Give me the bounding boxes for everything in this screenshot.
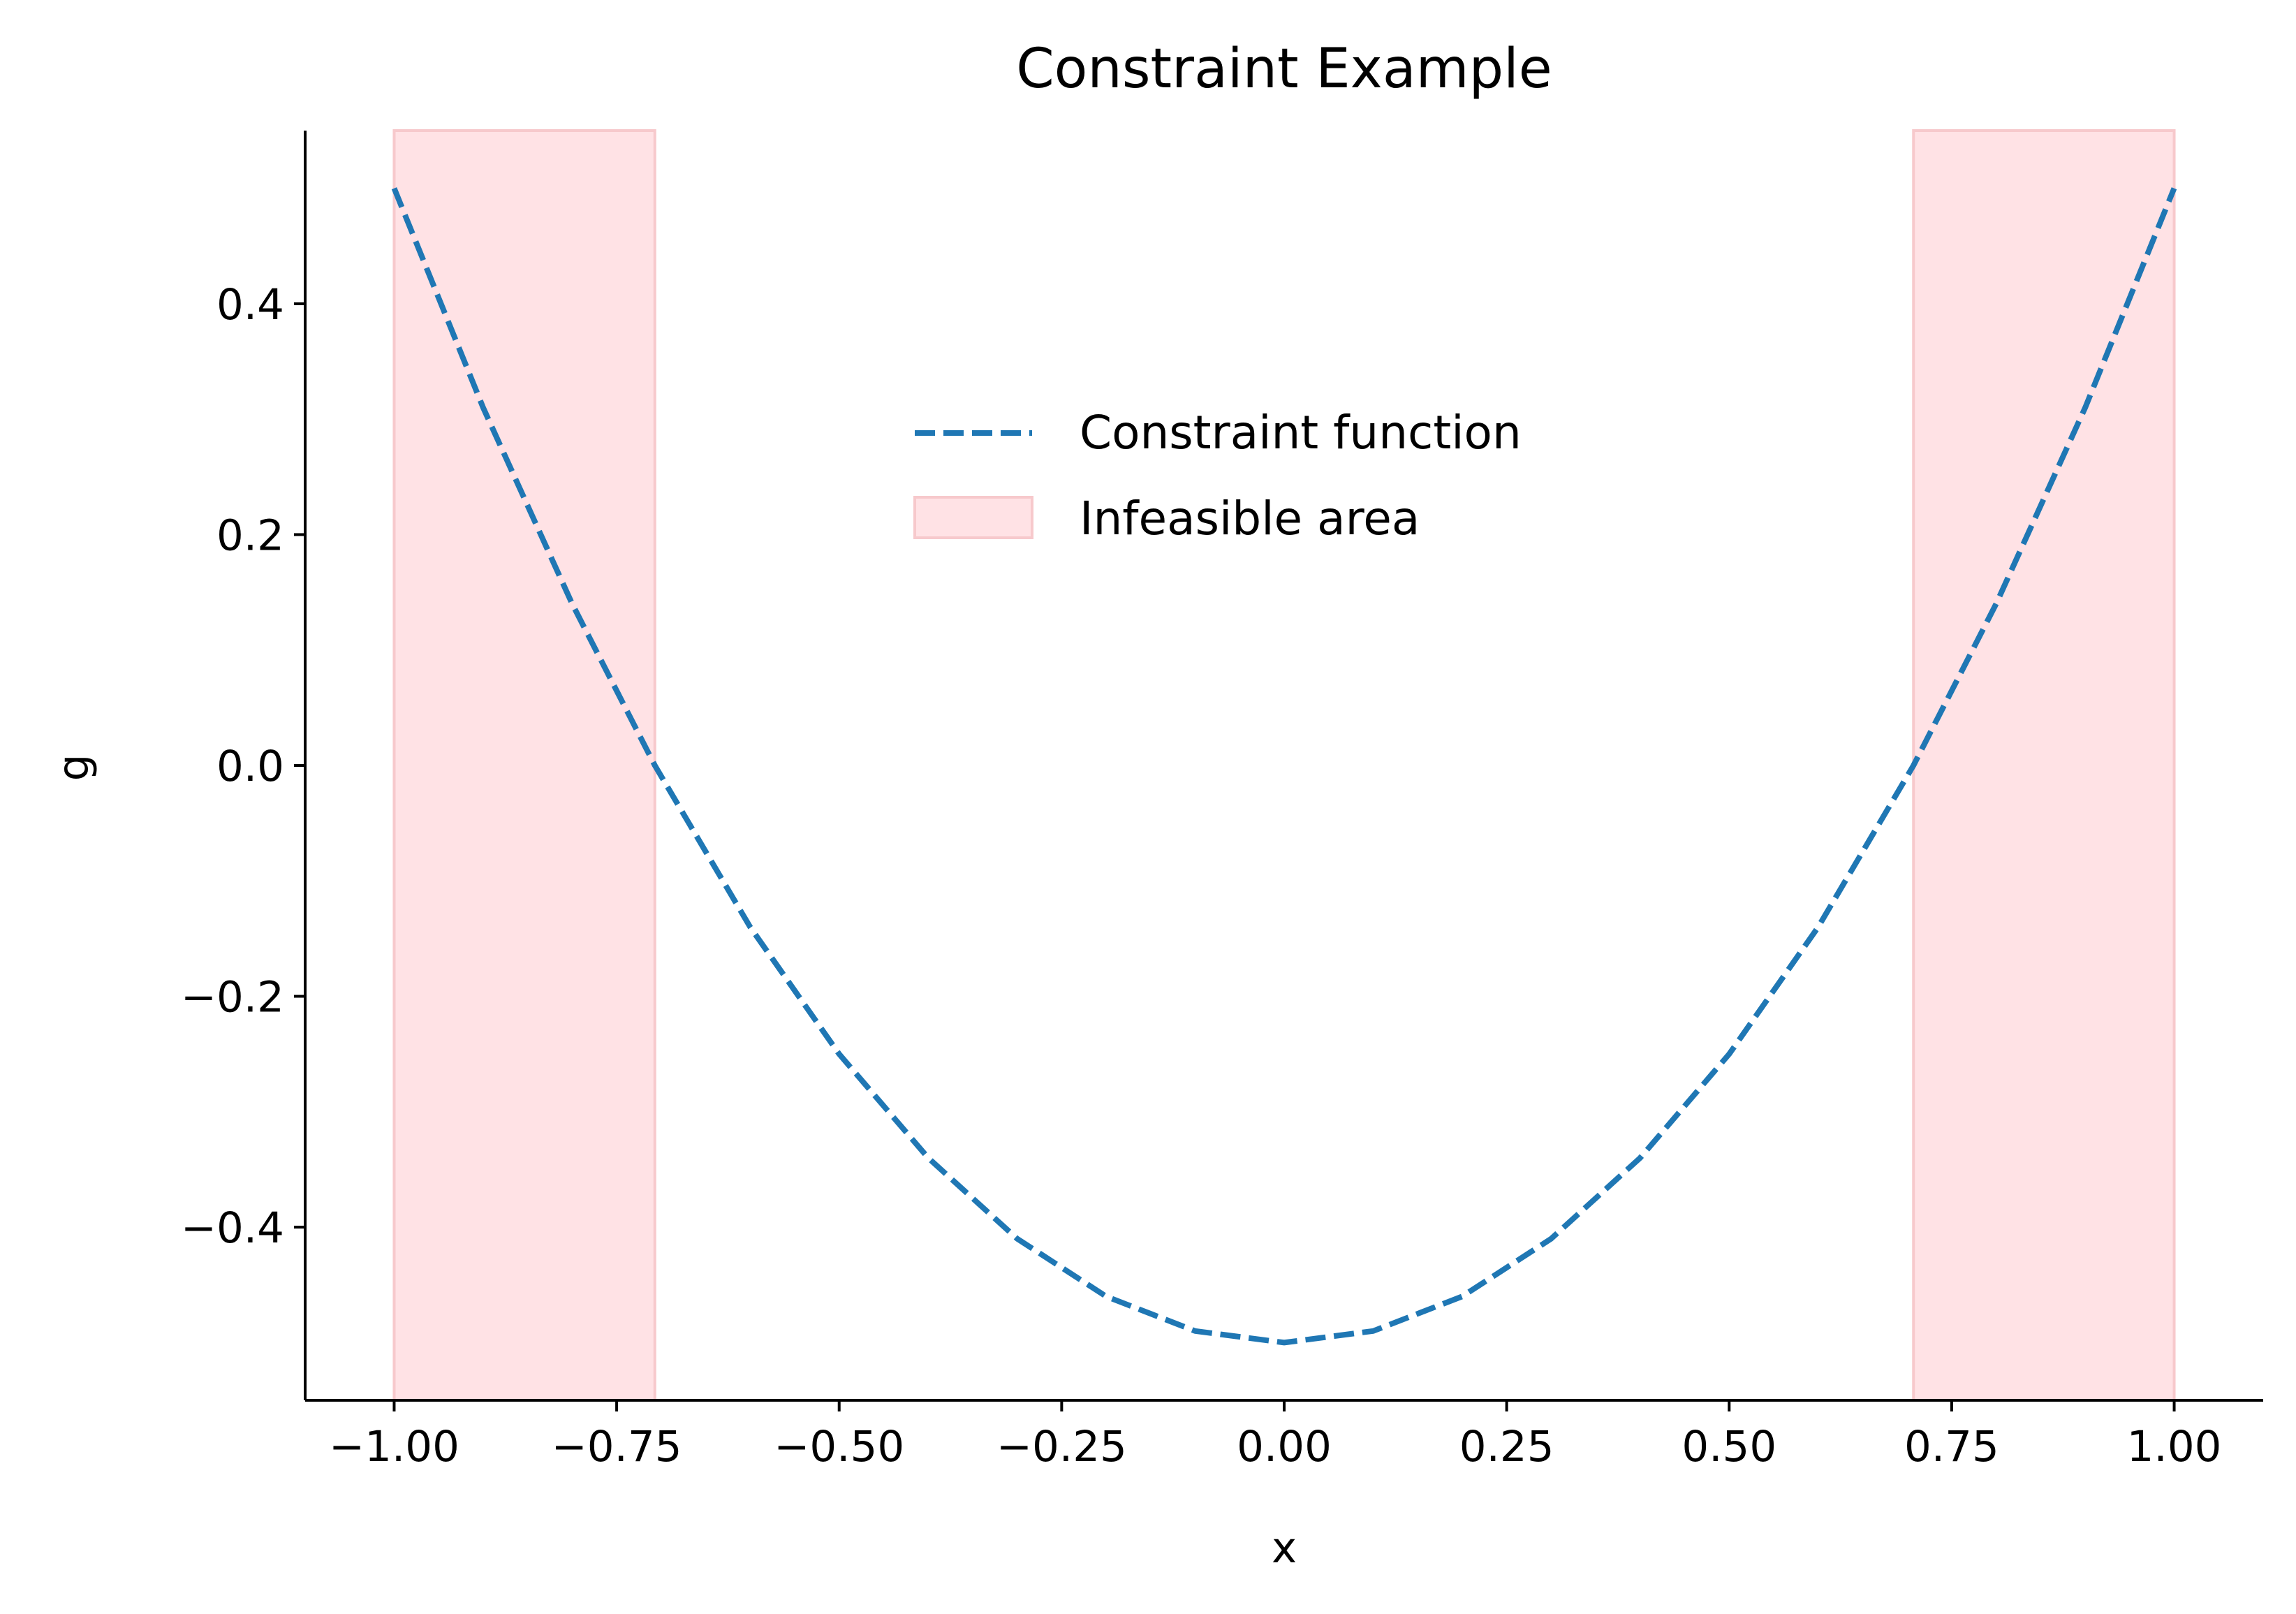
y-tick-label: 0.4 (216, 280, 284, 330)
series-layer (391, 187, 2177, 1346)
chart-title: Constraint Example (1016, 38, 1552, 101)
legend-region-swatch (913, 496, 1033, 539)
x-axis-ticks: −1.00 −0.75 −0.50 −0.25 0.00 0.25 0.50 0.75 1.00 (329, 1400, 2221, 1472)
x-tick-label: 0.25 (1459, 1422, 1554, 1472)
legend-label-constraint: Constraint function (1080, 406, 1522, 460)
x-tick-label: 1.00 (2127, 1422, 2222, 1472)
y-tick-label: −0.2 (181, 973, 284, 1022)
y-tick-label: 0.2 (216, 511, 284, 560)
x-tick-label: 0.50 (1681, 1422, 1776, 1472)
y-axis-label: g (49, 754, 98, 782)
y-axis-ticks: −0.4 −0.2 0.0 0.2 0.4 (181, 280, 305, 1253)
series-line-0 (391, 187, 2177, 1346)
infeasible-region-1 (1912, 129, 2176, 1402)
x-axis-label: x (1272, 1523, 1297, 1573)
legend-label-infeasible: Infeasible area (1080, 492, 1420, 545)
y-tick-label: 0.0 (216, 742, 284, 791)
y-tick-label: −0.4 (181, 1203, 284, 1253)
x-tick-label: −0.50 (774, 1422, 904, 1472)
x-tick-label: 0.00 (1237, 1422, 1332, 1472)
x-tick-label: −1.00 (329, 1422, 459, 1472)
infeasible-regions (392, 129, 2176, 1402)
x-tick-label: −0.75 (552, 1422, 682, 1472)
x-tick-label: −0.25 (996, 1422, 1127, 1472)
x-tick-label: 0.75 (1904, 1422, 1999, 1472)
infeasible-region-0 (392, 129, 656, 1402)
legend: Constraint function Infeasible area (913, 406, 1522, 545)
